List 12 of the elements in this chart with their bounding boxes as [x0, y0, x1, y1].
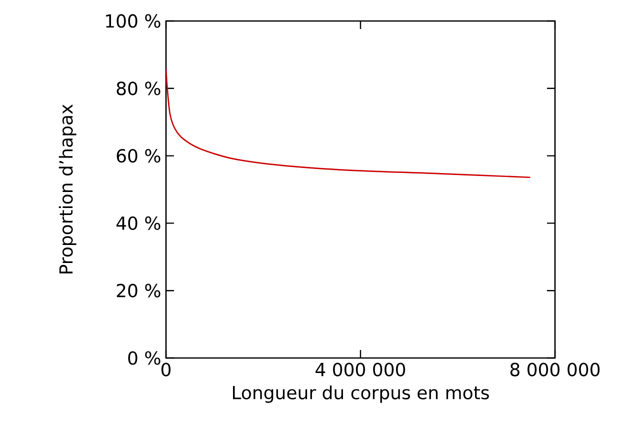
y-tick-label: 100 %	[106, 14, 160, 28]
y-axis-title: Proportion d’hapax	[58, 104, 76, 274]
x-tick-label: 4 000 000	[316, 362, 406, 376]
x-tick-label: 8 000 000	[510, 362, 600, 376]
y-tick-label: 0 %	[128, 351, 160, 365]
y-tick-label: 60 %	[116, 148, 160, 163]
y-tick-label: 20 %	[116, 284, 160, 298]
line-series	[166, 68, 531, 178]
x-axis-title: Longueur du corpus en mots	[232, 385, 489, 403]
y-tick-label: 40 %	[116, 216, 160, 230]
x-tick-label: 0	[161, 362, 171, 376]
y-tick-label: 80 %	[116, 82, 160, 96]
